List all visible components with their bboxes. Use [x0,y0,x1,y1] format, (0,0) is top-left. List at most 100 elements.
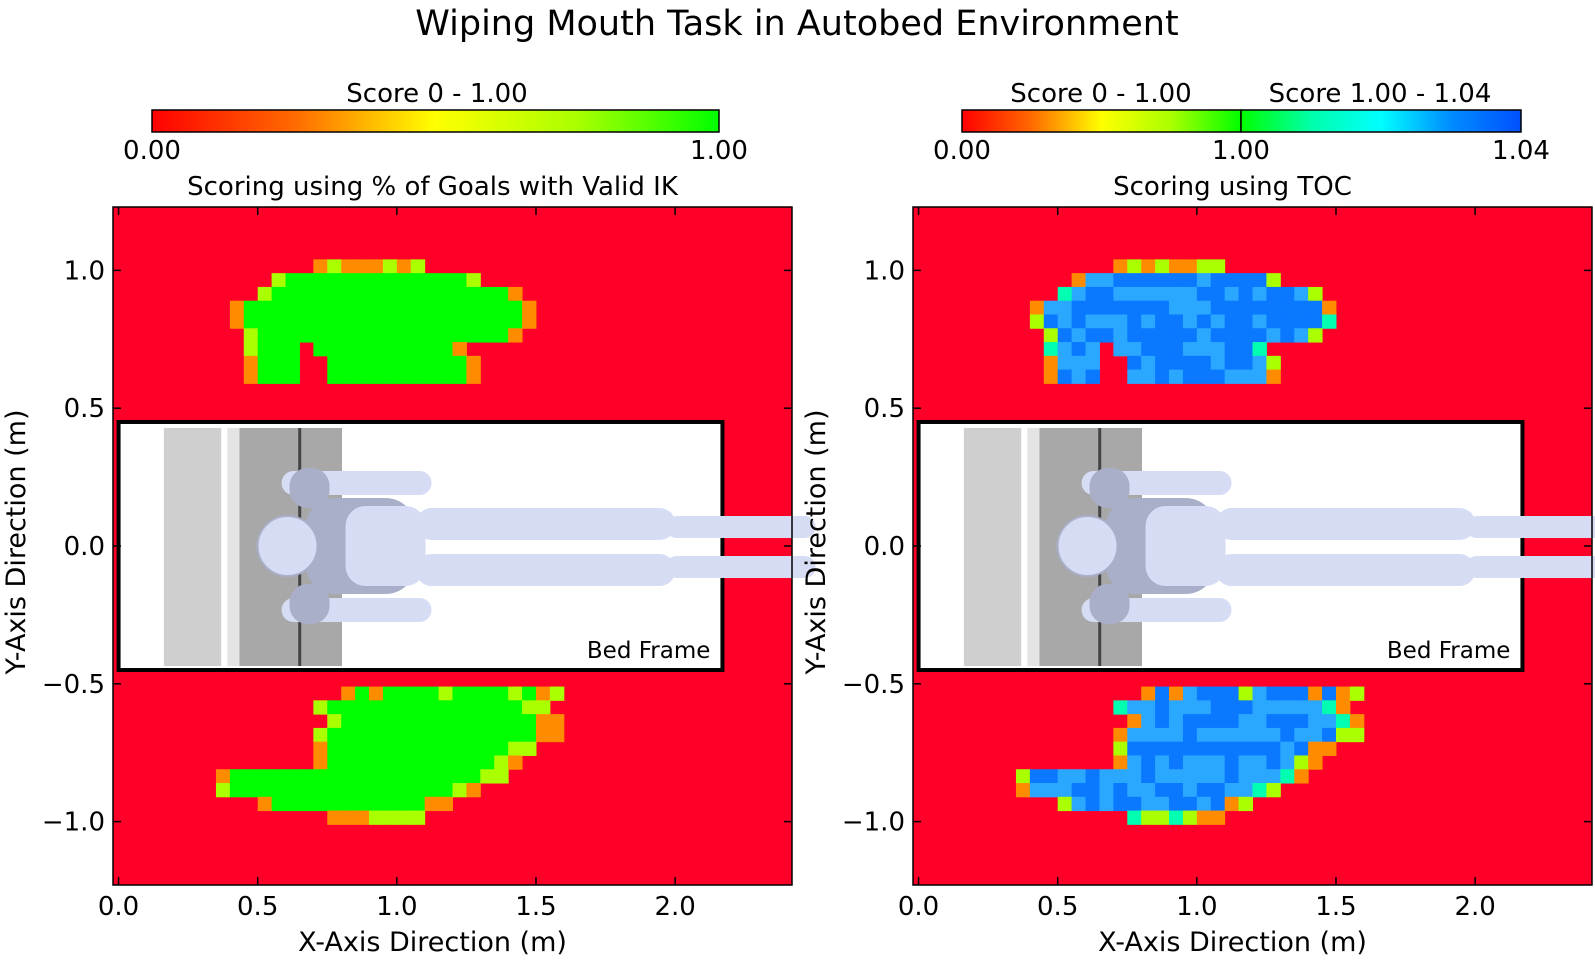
heatmap-cell [1127,342,1142,357]
heatmap-cell [480,727,495,743]
heatmap-cell [1071,783,1087,798]
heatmap-cell [1127,783,1142,798]
leg-lower [1215,554,1476,586]
heatmap-cell [1308,300,1323,315]
heatmap-cell [369,686,384,701]
heatmap-cell [1322,700,1337,715]
heatmap-cell [1238,286,1253,302]
heatmap-cell [1196,286,1212,302]
heatmap-cell [1085,369,1100,384]
heatmap-cell [410,259,426,274]
heatmap-cell [1335,727,1351,743]
bed-rail [163,427,222,667]
heatmap-cell [1155,796,1170,812]
heatmap-cell [1043,314,1059,329]
heatmap-cell [410,286,426,302]
heatmap-cell [1224,727,1240,743]
heatmap-cell [410,300,426,315]
heatmap-cell [1085,314,1100,329]
heatmap-cell [271,300,287,315]
heatmap-cell [1322,727,1337,743]
heatmap-cell [1141,783,1156,798]
heatmap-cell [508,314,523,329]
heatmap-cell [1071,369,1087,384]
heatmap-cell [424,796,440,812]
heatmap-cell [1085,342,1100,357]
heatmap-cell [1266,686,1281,701]
heatmap-cell [1071,286,1087,302]
heatmap-cell [285,342,300,357]
heatmap-cell [1155,342,1170,357]
heatmap-cell [1127,796,1142,812]
x-tick-label: 2.0 [1454,892,1495,922]
heatmap-cell [466,355,481,371]
bed-rail [963,427,1022,667]
heatmap-cell [466,686,481,701]
heatmap-cell [522,714,537,729]
heatmap-cell [424,686,440,701]
heatmap-cell [1266,769,1281,784]
heatmap-cell [549,686,565,701]
colorbar-right-bar-low [961,109,1242,133]
heatmap-cell [1085,286,1100,302]
heatmap-cell [508,714,523,729]
heatmap-cell [522,686,537,701]
bed-frame-label: Bed Frame [1387,638,1511,664]
heatmap-cell [257,342,273,357]
heatmap-cell [396,700,412,715]
heatmap-cell [1210,342,1226,357]
heatmap-cell [452,300,467,315]
heatmap-cell [1155,314,1170,329]
heatmap-cell [410,369,426,384]
heatmap-cell [1196,259,1212,274]
heatmap-cell [355,328,370,343]
heatmap-cell [1155,714,1170,729]
shin-upper [1465,516,1595,538]
heatmap-cell [438,328,453,343]
heatmap-cell [355,314,370,329]
heatmap-cell [341,314,356,329]
shoulder-upper [1089,468,1130,508]
heatmap-cell [1224,769,1240,784]
heatmap-cell [424,783,440,798]
heatmap-cell [1099,300,1114,315]
heatmap-cell [1141,741,1156,756]
heatmap-cell [271,369,287,384]
heatmap-cell [1210,796,1226,812]
heatmap-cell [313,286,328,302]
heatmap-cell [508,755,523,770]
heatmap-cell [341,328,356,343]
heatmap-cell [1335,714,1351,729]
y-tick-label: 0.5 [864,394,905,424]
heatmap-cell [327,273,342,288]
heatmap-cell [1085,273,1100,288]
heatmap-cell [285,783,300,798]
heatmap-cell [535,714,551,729]
heatmap-cell [1210,286,1226,302]
heatmap-cell [1196,769,1212,784]
heatmap-cell [494,314,509,329]
heatmap-cell [1294,300,1309,315]
heatmap-cell [341,369,356,384]
heatmap-cell [1224,286,1240,302]
shoulder-lower [1089,584,1130,624]
heatmap-cell [424,755,440,770]
heatmap-cell [257,286,273,302]
heatmap-cell [480,686,495,701]
heatmap-cell [1252,273,1267,288]
heatmap-cell [396,727,412,743]
heatmap-cell [1141,328,1156,343]
heatmap-cell [299,286,314,302]
heatmap-cell [438,714,453,729]
heatmap-cell [1266,314,1281,329]
heatmap-cell [466,300,481,315]
x-tick-label: 0.5 [1037,892,1078,922]
heatmap-cell [1155,755,1170,770]
shin-upper [665,516,816,538]
heatmap-cell [1308,286,1323,302]
heatmap-cell [480,714,495,729]
x-tick-label: 1.5 [1315,892,1356,922]
heatmap-cell [382,700,398,715]
heatmap-cell [369,314,384,329]
heatmap-cell [341,300,356,315]
